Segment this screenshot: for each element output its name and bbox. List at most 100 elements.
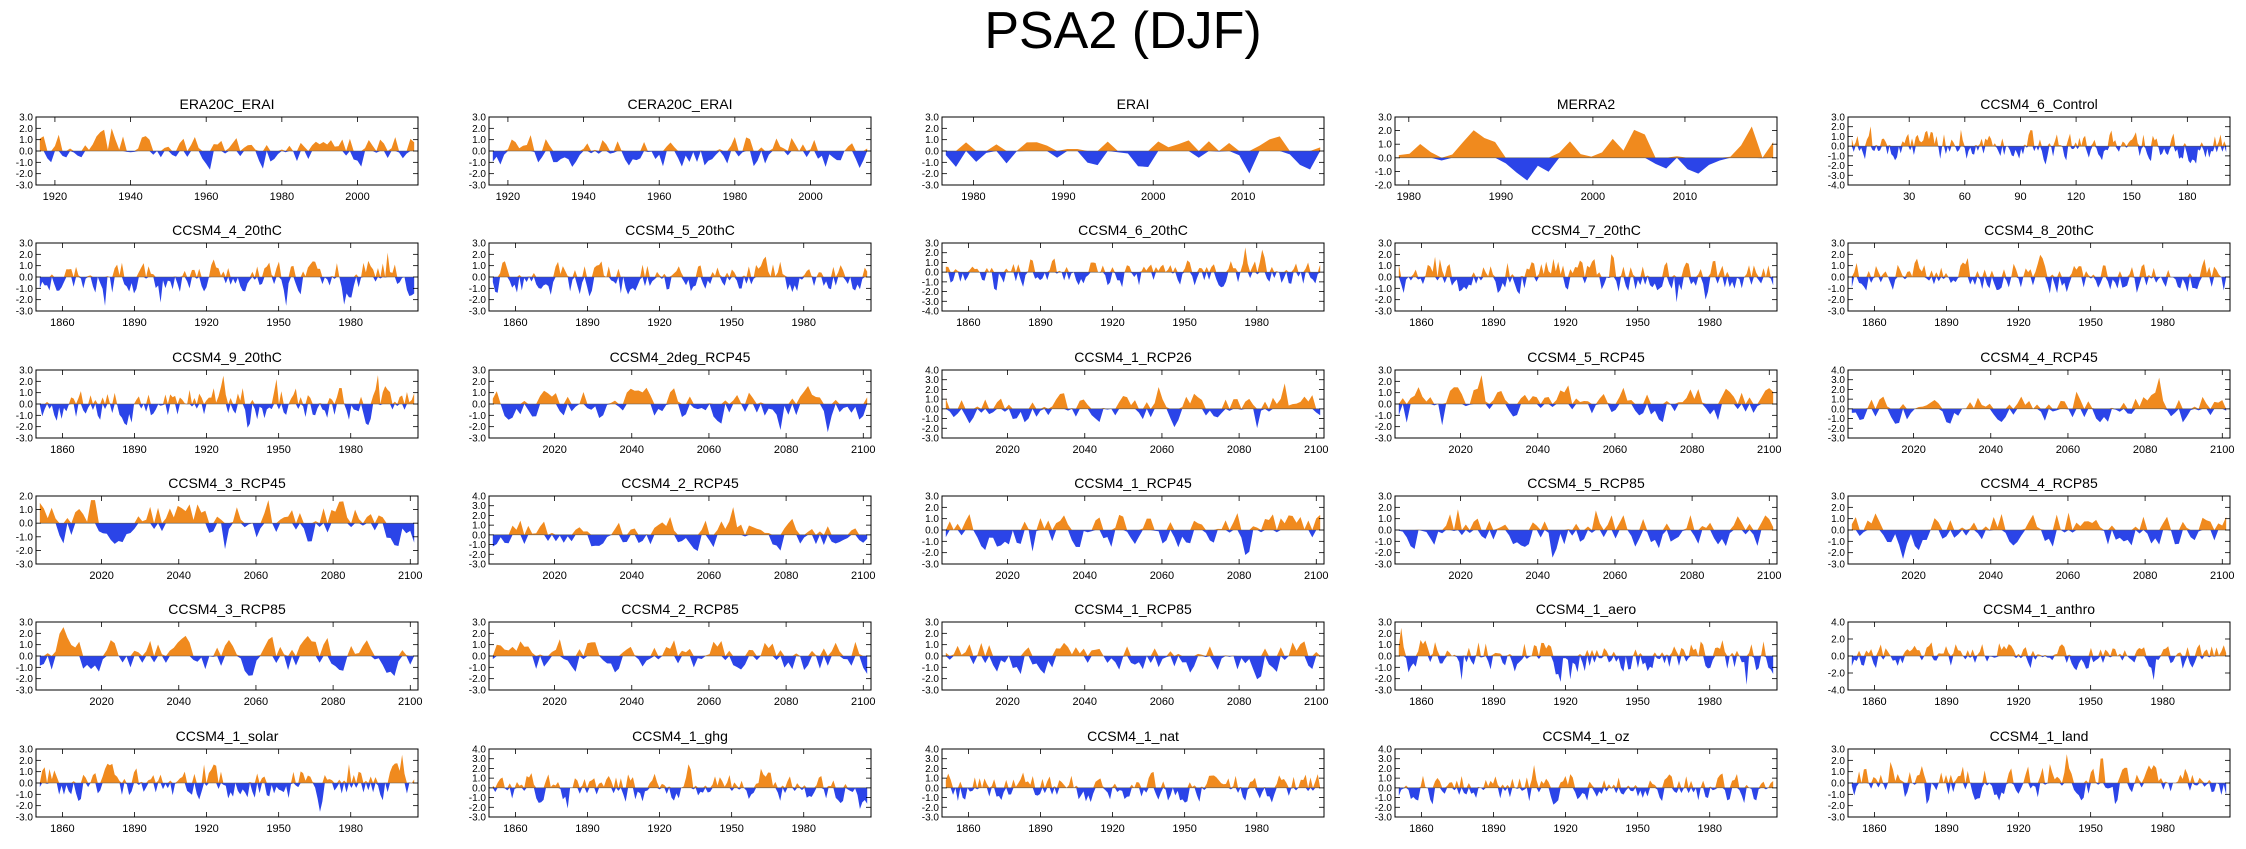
y-tick-label: 3.0	[1831, 239, 1845, 250]
y-tick-label: 1.0	[925, 135, 939, 146]
panel-CCSM4_8_20thC: CCSM4_8_20thC 3.02.01.00.0-1.0-2.0-3.0 186…	[1828, 222, 2231, 329]
x-tick-label: 2000	[1581, 191, 1605, 203]
negative-area	[39, 656, 415, 676]
y-tick-label: 0.0	[1831, 142, 1845, 153]
x-tick-label: 2040	[620, 570, 644, 582]
x-tick-label: 1920	[1553, 823, 1577, 835]
y-tick-label: 3.0	[925, 492, 939, 503]
y-tick-label: 2.0	[1378, 764, 1392, 775]
y-tick-label: -3.0	[469, 307, 487, 318]
x-tick-label: 2020	[89, 570, 113, 582]
panel-title: CCSM4_1_RCP85	[1074, 601, 1192, 617]
x-tick-label: 1980	[2150, 696, 2174, 708]
y-tick-label: 0.0	[472, 273, 486, 284]
x-tick-label: 1890	[122, 317, 146, 329]
negative-area	[945, 787, 1321, 803]
x-tick-label: 1860	[50, 823, 74, 835]
x-tick-label: 180	[2178, 191, 2196, 203]
y-tick-label: -1.0	[469, 284, 487, 295]
y-tick-label: 2.0	[19, 124, 33, 135]
y-tick-label: -2.0	[1375, 422, 1393, 433]
y-tick-label: -1.0	[1375, 537, 1393, 548]
panel-title: CCSM4_2_RCP85	[621, 601, 739, 617]
negative-area	[1398, 157, 1774, 181]
y-tick-label: 1.0	[1378, 640, 1392, 651]
y-tick-label: -1.0	[1375, 284, 1393, 295]
negative-area	[1851, 530, 2227, 559]
x-tick-label: 1990	[1051, 191, 1075, 203]
panel-title: CCSM4_1_solar	[176, 728, 279, 744]
y-tick-label: 2.0	[925, 124, 939, 135]
panel-CCSM4_1_aero: CCSM4_1_aero 3.02.01.00.0-1.0-2.0-3.0 1860…	[1375, 601, 1778, 708]
negative-area	[1851, 783, 2227, 805]
positive-area	[39, 754, 415, 783]
x-tick-label: 1890	[1934, 317, 1958, 329]
y-tick-label: -2.0	[1828, 161, 1846, 172]
y-tick-label: -3.0	[1375, 434, 1393, 445]
x-tick-label: 2060	[1603, 570, 1627, 582]
x-tick-label: 2100	[398, 570, 422, 582]
panel-title: CCSM4_3_RCP85	[168, 601, 286, 617]
y-tick-label: 0.0	[1378, 400, 1392, 411]
x-tick-label: 2060	[1150, 444, 1174, 456]
positive-area	[492, 507, 868, 535]
y-tick-label: 2.0	[19, 629, 33, 640]
x-tick-label: 1980	[1697, 823, 1721, 835]
y-tick-label: -2.0	[922, 803, 940, 814]
y-tick-label: 2.0	[925, 764, 939, 775]
y-tick-label: 3.0	[19, 239, 33, 250]
y-tick-label: 4.0	[1831, 366, 1845, 377]
y-tick-label: -3.0	[922, 434, 940, 445]
x-tick-label: 2000	[345, 191, 369, 203]
x-tick-label: 1980	[2150, 823, 2174, 835]
figure-title: PSA2 (DJF)	[984, 2, 1262, 60]
y-tick-label: 2.0	[1831, 250, 1845, 261]
y-tick-label: -2.0	[922, 548, 940, 559]
panel-CCSM4_1_nat: CCSM4_1_nat 4.03.02.01.00.0-1.0-2.0-3.0 18…	[922, 728, 1325, 835]
x-tick-label: 1940	[571, 191, 595, 203]
x-tick-label: 2080	[1227, 570, 1251, 582]
positive-area	[945, 136, 1321, 151]
panel-title: CCSM4_9_20thC	[172, 349, 282, 365]
y-tick-label: 1.0	[19, 388, 33, 399]
x-tick-label: 1980	[270, 191, 294, 203]
x-tick-label: 2060	[697, 444, 721, 456]
x-tick-label: 1890	[1028, 823, 1052, 835]
y-tick-label: 3.0	[1831, 375, 1845, 386]
positive-area	[492, 764, 868, 788]
positive-area	[1398, 509, 1774, 530]
y-tick-label: 1.0	[19, 640, 33, 651]
x-tick-label: 1950	[2078, 823, 2102, 835]
y-tick-label: -3.0	[922, 813, 940, 824]
y-tick-label: -2.0	[1828, 548, 1846, 559]
y-tick-label: -3.0	[922, 686, 940, 697]
panel-CCSM4_1_anthro: CCSM4_1_anthro 4.0 2.0 0.0 -2.0 -4.0 1860 1890 1…	[1828, 601, 2231, 708]
panel-title: CCSM4_3_RCP45	[168, 475, 286, 491]
positive-area	[1398, 764, 1774, 788]
y-tick-label: -1.0	[16, 411, 34, 422]
x-tick-label: 1950	[2078, 696, 2102, 708]
panel-CCSM4_2_RCP85: CCSM4_2_RCP85 3.02.01.00.0-1.0-2.0-3.0 202…	[469, 601, 876, 708]
x-tick-label: 2100	[1757, 570, 1781, 582]
y-tick-label: -1.0	[1375, 793, 1393, 804]
x-tick-label: 2000	[1141, 191, 1165, 203]
y-tick-label: 2.0	[1378, 377, 1392, 388]
negative-area	[1398, 530, 1774, 558]
panel-CCSM4_5_RCP85: CCSM4_5_RCP85 3.02.01.00.0-1.0-2.0-3.0 202…	[1375, 475, 1782, 582]
y-tick-label: -1.0	[1828, 537, 1846, 548]
x-tick-label: 2060	[697, 696, 721, 708]
y-tick-label: 3.0	[925, 113, 939, 124]
panel-title: CCSM4_1_RCP26	[1074, 349, 1192, 365]
positive-area	[492, 639, 868, 656]
y-tick-label: 2.0	[1831, 503, 1845, 514]
x-tick-label: 120	[2067, 191, 2085, 203]
y-tick-label: -1.0	[922, 537, 940, 548]
x-tick-label: 1920	[1100, 317, 1124, 329]
y-tick-label: -3.0	[1828, 560, 1846, 571]
y-tick-label: 0.0	[1378, 783, 1392, 794]
y-tick-label: -2.0	[1375, 803, 1393, 814]
x-tick-label: 1920	[2006, 317, 2030, 329]
x-tick-label: 2040	[167, 696, 191, 708]
y-tick-label: -3.0	[1828, 307, 1846, 318]
